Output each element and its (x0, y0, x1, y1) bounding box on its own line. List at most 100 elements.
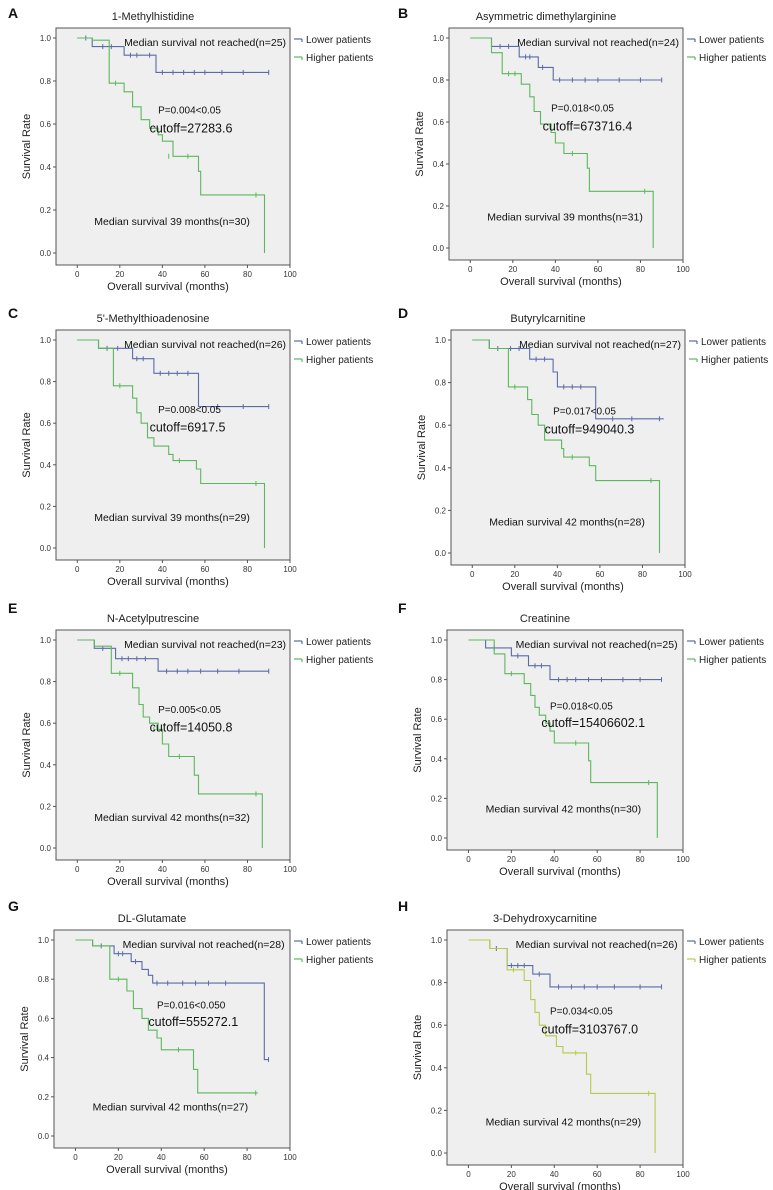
y-tick-label: 0.4 (40, 461, 52, 470)
y-tick-label: 1.0 (431, 936, 443, 945)
legend-label-lower: Lower patients (306, 35, 371, 46)
x-tick-label: 0 (73, 1153, 78, 1162)
chart-title: N-Acetylputrescine (107, 613, 199, 625)
annotation-higher-median: Median survival 42 months(n=30) (486, 803, 642, 815)
y-tick-label: 0.0 (435, 549, 447, 558)
annotation-cutoff: cutoff=15406602.1 (541, 716, 645, 730)
km-panel-b: B Asymmetric dimethylarginine 0.0 0.2 0.4 0.6… (398, 5, 766, 288)
y-tick-label: 0.0 (433, 244, 445, 253)
y-tick-label: 0.6 (431, 715, 443, 724)
x-axis-label: Overall survival (months) (106, 1164, 228, 1176)
x-tick-label: 0 (75, 865, 80, 874)
annotation-cutoff: cutoff=949040.3 (545, 423, 635, 437)
annotation-lower-median: Median survival not reached(n=23) (124, 639, 286, 651)
x-tick-label: 40 (553, 570, 562, 579)
annotation-higher-median: Median survival 42 months(n=28) (489, 516, 645, 528)
y-tick-label: 0.4 (431, 1064, 443, 1073)
x-tick-label: 100 (676, 855, 690, 864)
y-tick-label: 0.8 (40, 678, 52, 687)
y-tick-label: 0.0 (40, 544, 52, 553)
annotation-lower-median: Median survival not reached(n=27) (519, 339, 681, 351)
legend-label-higher: Higher patients (699, 655, 766, 666)
legend-label-lower: Lower patients (699, 637, 764, 648)
plot-area (53, 929, 291, 1149)
x-tick-label: 80 (636, 265, 645, 274)
km-curve-lower (468, 639, 662, 681)
y-axis-label: Survival Rate (21, 412, 33, 477)
y-tick-label: 0.2 (431, 794, 443, 803)
x-tick-label: 100 (283, 565, 297, 574)
y-axis-label: Survival Rate (416, 415, 428, 480)
x-tick-label: 40 (157, 1153, 166, 1162)
y-tick-label: 0.8 (431, 676, 443, 685)
km-panel-e: E N-Acetylputrescine 0.0 0.2 0.4 0.6 0.8 1.0 0 20… (8, 600, 373, 888)
annotation-cutoff: cutoff=3103767.0 (541, 1023, 638, 1037)
y-tick-label: 0.4 (431, 755, 443, 764)
chart-title: 1-Methylhistidine (112, 11, 195, 23)
x-axis-label: Overall survival (months) (107, 576, 229, 588)
y-tick-label: 0.8 (435, 379, 447, 388)
y-tick-label: 0.0 (431, 1149, 443, 1158)
chart-title: DL-Glutamate (118, 913, 186, 925)
panel-label: H (398, 898, 408, 914)
legend-label-higher: Higher patients (699, 955, 766, 966)
x-tick-label: 0 (466, 1170, 471, 1179)
y-tick-label: 0.0 (38, 1132, 50, 1141)
panel-label: G (8, 898, 19, 914)
legend-label-higher: Higher patients (306, 955, 373, 966)
annotation-p-value: P=0.004<0.05 (158, 105, 221, 116)
y-tick-label: 1.0 (40, 336, 52, 345)
x-tick-label: 40 (550, 855, 559, 864)
km-curve-lower (75, 939, 269, 1061)
y-tick-label: 0.6 (40, 419, 52, 428)
legend-label-lower: Lower patients (306, 337, 371, 348)
km-panel-f: F Creatinine 0.0 0.2 0.4 0.6 0.8 1.0 0 20 40 60 80 10… (398, 600, 766, 878)
y-axis-label: Survival Rate (21, 114, 33, 179)
chart-title: Creatinine (520, 613, 570, 625)
annotation-p-value: P=0.016<0.050 (157, 1001, 226, 1012)
x-tick-label: 60 (593, 855, 602, 864)
annotation-cutoff: cutoff=673716.4 (543, 119, 633, 133)
y-tick-label: 0.6 (40, 719, 52, 728)
x-tick-label: 60 (593, 265, 602, 274)
km-panel-a: A 1-Methylhistidine 0.0 0.2 0.4 0.6 0.8 1.0 0 20 4… (8, 5, 373, 293)
panel-label: B (398, 5, 408, 21)
y-tick-label: 0.8 (38, 975, 50, 984)
x-tick-label: 20 (114, 1153, 123, 1162)
y-axis-label: Survival Rate (414, 111, 426, 176)
y-tick-label: 0.0 (40, 249, 52, 258)
legend-label-lower: Lower patients (701, 337, 766, 348)
x-tick-label: 20 (508, 265, 517, 274)
x-axis-label: Overall survival (months) (502, 581, 624, 593)
x-tick-label: 40 (551, 265, 560, 274)
km-panel-g: G DL-Glutamate 0.0 0.2 0.4 0.6 0.8 1.0 0 20 40 60 80… (8, 898, 373, 1176)
x-axis-label: Overall survival (months) (107, 281, 229, 293)
legend-label-higher: Higher patients (699, 53, 766, 64)
x-tick-label: 0 (75, 565, 80, 574)
x-tick-label: 20 (115, 865, 124, 874)
x-tick-label: 100 (283, 865, 297, 874)
x-tick-label: 80 (243, 1153, 252, 1162)
x-tick-label: 60 (200, 1153, 209, 1162)
plot-area (450, 329, 686, 566)
y-axis-label: Survival Rate (19, 1006, 31, 1071)
x-axis-label: Overall survival (months) (499, 1181, 621, 1190)
y-tick-label: 0.6 (431, 1021, 443, 1030)
y-tick-label: 0.6 (40, 120, 52, 129)
annotation-lower-median: Median survival not reached(n=26) (516, 939, 678, 951)
x-tick-label: 0 (470, 570, 475, 579)
x-tick-label: 40 (158, 270, 167, 279)
km-curve-higher (472, 339, 661, 553)
y-tick-label: 1.0 (38, 936, 50, 945)
km-curve-higher (77, 639, 263, 848)
plot-area (446, 929, 684, 1166)
legend-label-lower: Lower patients (699, 937, 764, 948)
y-tick-label: 1.0 (435, 336, 447, 345)
y-tick-label: 0.8 (40, 378, 52, 387)
x-tick-label: 80 (243, 270, 252, 279)
y-tick-label: 0.6 (38, 1014, 50, 1023)
y-tick-label: 0.2 (433, 202, 445, 211)
annotation-p-value: P=0.008<0.05 (158, 405, 221, 416)
y-tick-label: 0.4 (40, 761, 52, 770)
